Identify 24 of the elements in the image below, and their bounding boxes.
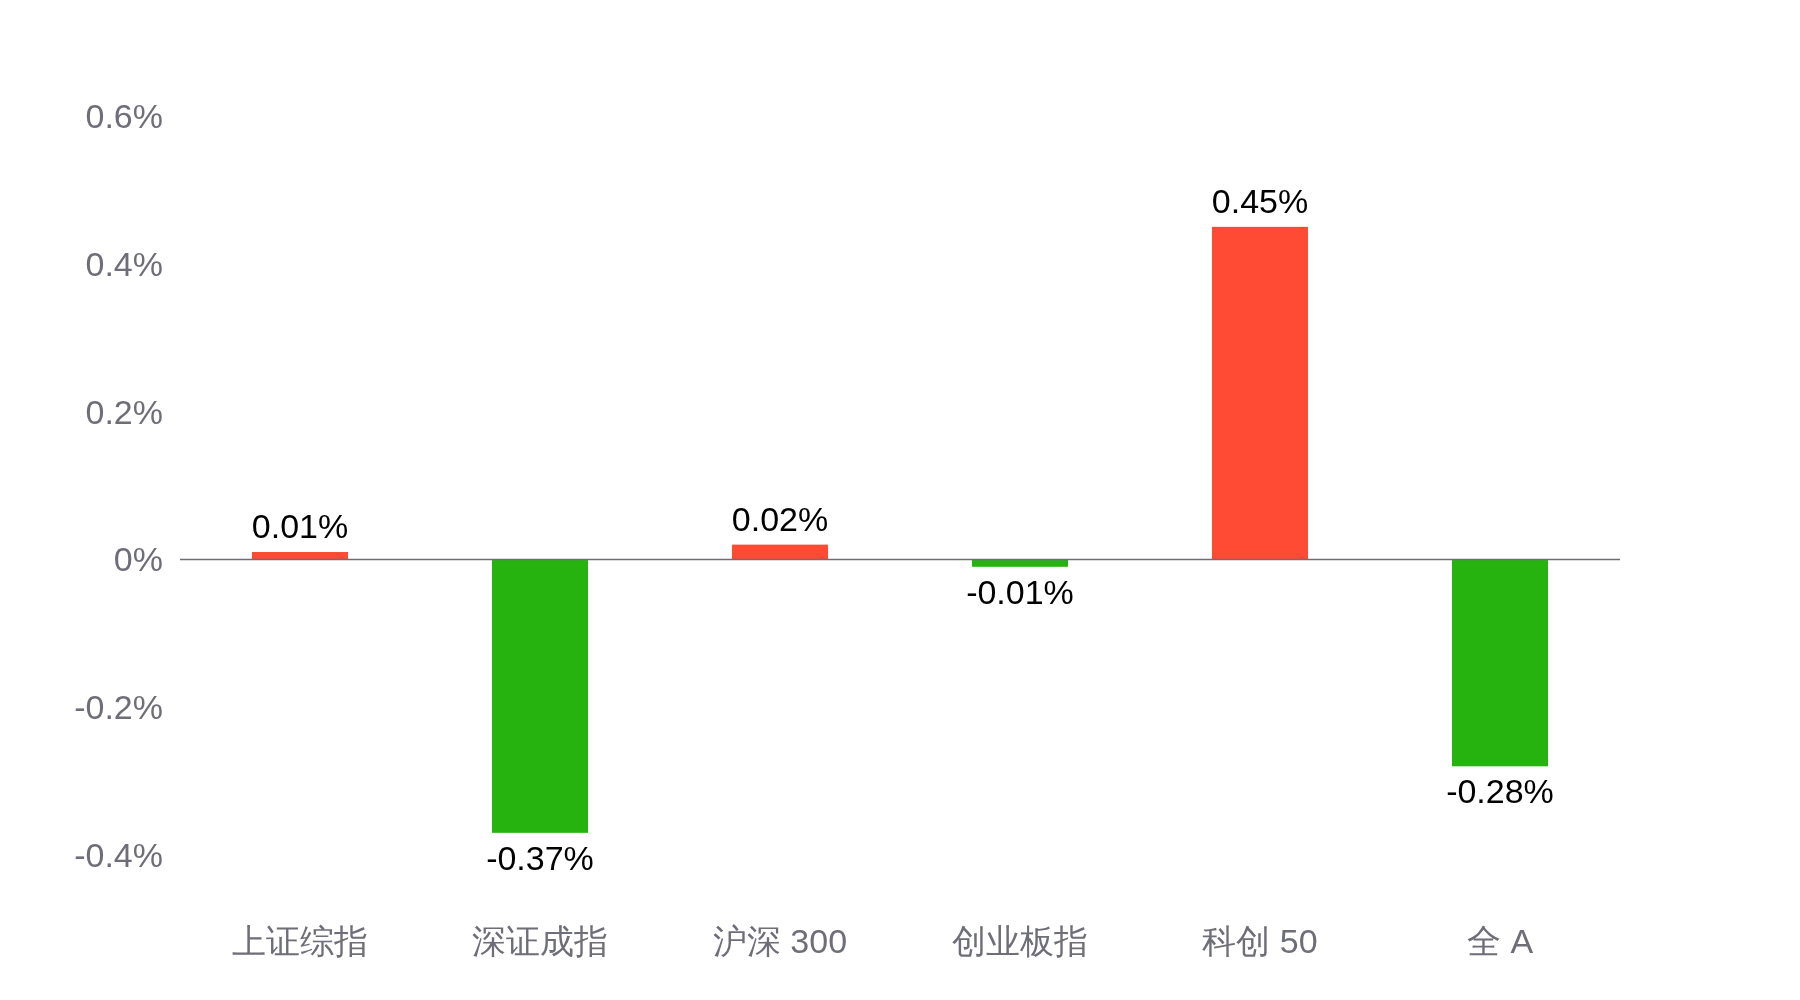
data-label: 0.45% — [1211, 181, 1309, 220]
data-label: 0.01% — [251, 507, 349, 546]
y-tick-label: 0% — [113, 540, 163, 579]
bar — [1452, 559, 1548, 767]
x-tick-label: 科创 50 — [1202, 922, 1318, 960]
x-tick-label: 全 A — [1466, 922, 1534, 960]
x-tick-label: 沪深 300 — [712, 922, 848, 960]
data-label: -0.28% — [1446, 772, 1554, 811]
bar — [252, 552, 348, 560]
bar — [732, 544, 828, 560]
x-tick-label: 创业板指 — [952, 922, 1088, 960]
data-label: -0.01% — [966, 572, 1074, 611]
bar — [492, 559, 588, 833]
y-tick-label: 0.4% — [85, 244, 163, 283]
y-tick-label: -0.4% — [74, 836, 163, 874]
y-tick-label: 0.2% — [85, 392, 163, 431]
data-label: -0.37% — [486, 838, 594, 877]
y-tick-label: -0.2% — [74, 688, 163, 727]
x-tick-label: 上证综指 — [232, 922, 368, 960]
bar — [972, 559, 1068, 567]
data-label: 0.02% — [731, 499, 829, 538]
y-tick-label: 0.6% — [85, 97, 163, 135]
bar — [1212, 226, 1308, 560]
x-tick-label: 深证成指 — [472, 922, 608, 960]
